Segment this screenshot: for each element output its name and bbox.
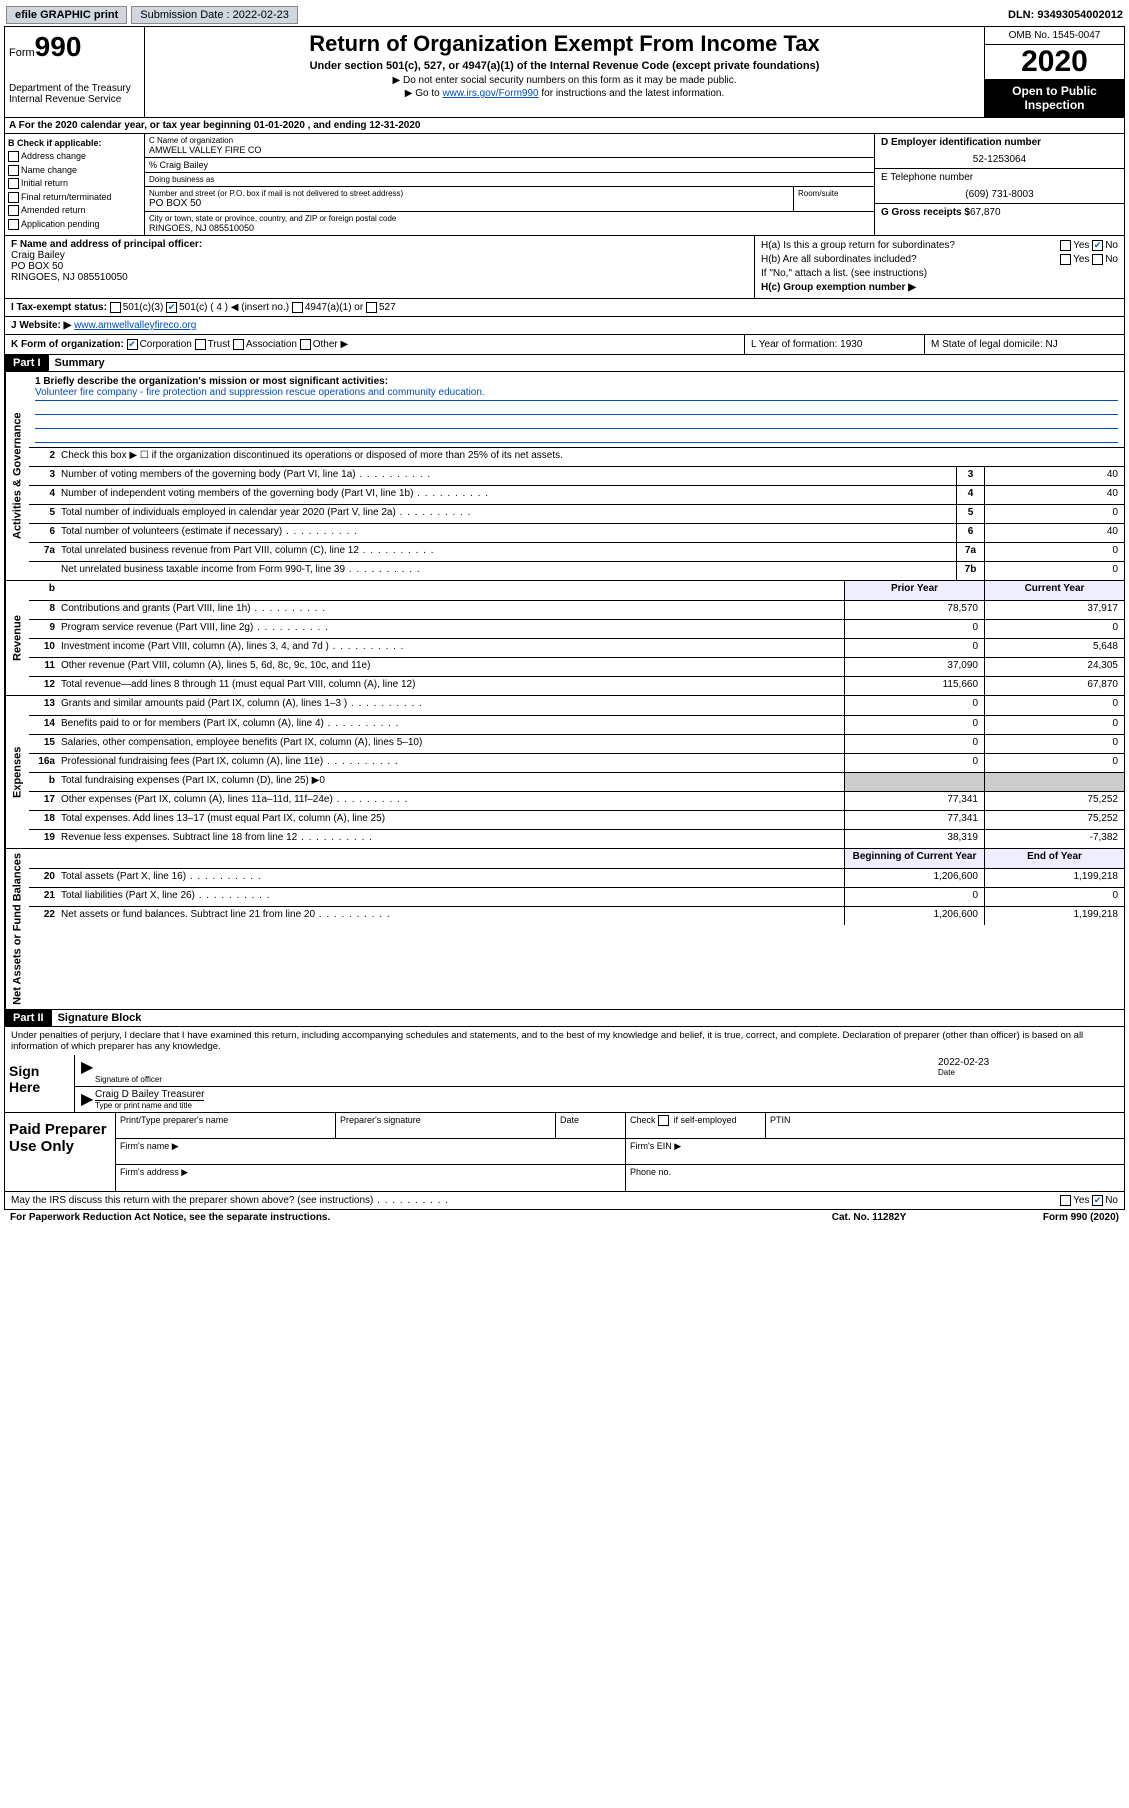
col-beginning: Beginning of Current Year [844,849,984,868]
efile-print-button[interactable]: efile GRAPHIC print [6,6,127,24]
line-16b: Total fundraising expenses (Part IX, col… [57,773,844,791]
section-k-form-org: K Form of organization: ✔Corporation Tru… [5,335,744,354]
col-current-year: Current Year [984,581,1124,600]
side-net-assets: Net Assets or Fund Balances [5,849,29,1009]
section-c-org-info: C Name of organizationAMWELL VALLEY FIRE… [145,134,874,235]
line-14: Benefits paid to or for members (Part IX… [57,716,844,734]
signature-date: 2022-02-23 [938,1057,1118,1068]
line-6: Total number of volunteers (estimate if … [57,524,956,542]
phone-label: Phone no. [626,1165,1124,1191]
section-f-officer: F Name and address of principal officer:… [5,236,754,298]
preparer-name-header: Print/Type preparer's name [116,1113,336,1138]
line-5: Total number of individuals employed in … [57,505,956,523]
self-employed-check[interactable]: Check if self-employed [626,1113,766,1138]
paid-preparer-label: Paid Preparer Use Only [5,1113,115,1191]
part-2-title: Signature Block [52,1010,148,1026]
preparer-date-header: Date [556,1113,626,1138]
section-m-domicile: M State of legal domicile: NJ [924,335,1124,354]
part-1-header: Part I [5,355,49,371]
org-name: AMWELL VALLEY FIRE CO [149,145,870,155]
line-1-mission: 1 Briefly describe the organization's mi… [29,372,1124,447]
public-inspection-badge: Open to Public Inspection [985,80,1124,117]
col-prior-year: Prior Year [844,581,984,600]
section-i-tax-status: I Tax-exempt status: 501(c)(3) ✔501(c) (… [4,299,1125,317]
firm-address-label: Firm's address ▶ [116,1165,626,1191]
line-10: Investment income (Part VIII, column (A)… [57,639,844,657]
side-revenue: Revenue [5,581,29,695]
room-suite: Room/suite [794,187,874,211]
city-state-zip: RINGOES, NJ 085510050 [149,223,870,233]
omb-number: OMB No. 1545-0047 [985,27,1124,45]
submission-date: Submission Date : 2022-02-23 [131,6,298,24]
website-link[interactable]: www.amwellvalleyfireco.org [74,320,196,331]
sign-here-label: Sign Here [5,1055,75,1112]
tax-year: 2020 [985,45,1124,80]
cb-final-return[interactable]: Final return/terminated [8,191,141,205]
line-11: Other revenue (Part VIII, column (A), li… [57,658,844,676]
care-of: % Craig Bailey [145,158,874,173]
form-subtitle: Under section 501(c), 527, or 4947(a)(1)… [149,60,980,72]
dept-label: Department of the Treasury Internal Reve… [9,83,140,105]
line-3: Number of voting members of the governin… [57,467,956,485]
page-footer: For Paperwork Reduction Act Notice, see … [4,1210,1125,1225]
street-address: PO BOX 50 [149,198,789,209]
year-box: OMB No. 1545-0047 2020 Open to Public In… [984,27,1124,117]
line-12: Total revenue—add lines 8 through 11 (mu… [57,677,844,695]
section-l-formation: L Year of formation: 1930 [744,335,924,354]
line-7a: Total unrelated business revenue from Pa… [57,543,956,561]
arrow-icon: ▶ [81,1089,95,1110]
line-16a: Professional fundraising fees (Part IX, … [57,754,844,772]
line-15: Salaries, other compensation, employee b… [57,735,844,753]
line-17: Other expenses (Part IX, column (A), lin… [57,792,844,810]
line-7b: Net unrelated business taxable income fr… [57,562,956,580]
part-2-header: Part II [5,1010,52,1026]
officer-name: Craig D Bailey Treasurer [95,1089,204,1101]
cb-name-change[interactable]: Name change [8,164,141,178]
line-19: Revenue less expenses. Subtract line 18 … [57,830,844,848]
side-governance: Activities & Governance [5,372,29,580]
signature-officer-label: Signature of officer [95,1075,938,1084]
line-9: Program service revenue (Part VIII, line… [57,620,844,638]
preparer-sig-header: Preparer's signature [336,1113,556,1138]
irs-link[interactable]: www.irs.gov/Form990 [442,88,538,99]
section-g-receipts: G Gross receipts $67,870 [875,203,1124,221]
cb-initial-return[interactable]: Initial return [8,177,141,191]
firm-name-label: Firm's name ▶ [116,1139,626,1164]
instruction-line-1: ▶ Do not enter social security numbers o… [149,75,980,86]
section-d-ein: D Employer identification number52-12530… [875,134,1124,168]
cb-amended-return[interactable]: Amended return [8,204,141,218]
top-toolbar: efile GRAPHIC print Submission Date : 20… [4,4,1125,26]
section-b-checkboxes: B Check if applicable: Address change Na… [5,134,145,235]
side-expenses: Expenses [5,696,29,848]
line-22: Net assets or fund balances. Subtract li… [57,907,844,925]
form-title: Return of Organization Exempt From Incom… [149,31,980,57]
line-2: Check this box ▶ ☐ if the organization d… [57,448,1124,466]
ptin-header: PTIN [766,1113,1124,1138]
firm-ein-label: Firm's EIN ▶ [626,1139,1124,1164]
form-title-box: Return of Organization Exempt From Incom… [145,27,984,117]
section-j-website: J Website: ▶ www.amwellvalleyfireco.org [4,317,1125,335]
line-13: Grants and similar amounts paid (Part IX… [57,696,844,715]
col-end: End of Year [984,849,1124,868]
line-18: Total expenses. Add lines 13–17 (must eq… [57,811,844,829]
section-h-group: H(a) Is this a group return for subordin… [754,236,1124,298]
section-e-phone: E Telephone number(609) 731-8003 [875,168,1124,203]
dba-label: Doing business as [149,175,870,184]
irs-discuss-row: May the IRS discuss this return with the… [5,1191,1124,1209]
line-8: Contributions and grants (Part VIII, lin… [57,601,844,619]
perjury-statement: Under penalties of perjury, I declare th… [5,1027,1124,1055]
line-4: Number of independent voting members of … [57,486,956,504]
instruction-line-2: ▶ Go to www.irs.gov/Form990 for instruct… [149,88,980,99]
cb-address-change[interactable]: Address change [8,150,141,164]
cb-application-pending[interactable]: Application pending [8,218,141,232]
line-21: Total liabilities (Part X, line 26) [57,888,844,906]
form-number-box: Form990 Department of the Treasury Inter… [5,27,145,117]
line-20: Total assets (Part X, line 16) [57,869,844,887]
arrow-icon: ▶ [81,1057,95,1084]
part-1-title: Summary [49,355,111,371]
dln-label: DLN: 93493054002012 [1008,9,1123,21]
row-a-tax-year: A For the 2020 calendar year, or tax yea… [4,118,1125,134]
